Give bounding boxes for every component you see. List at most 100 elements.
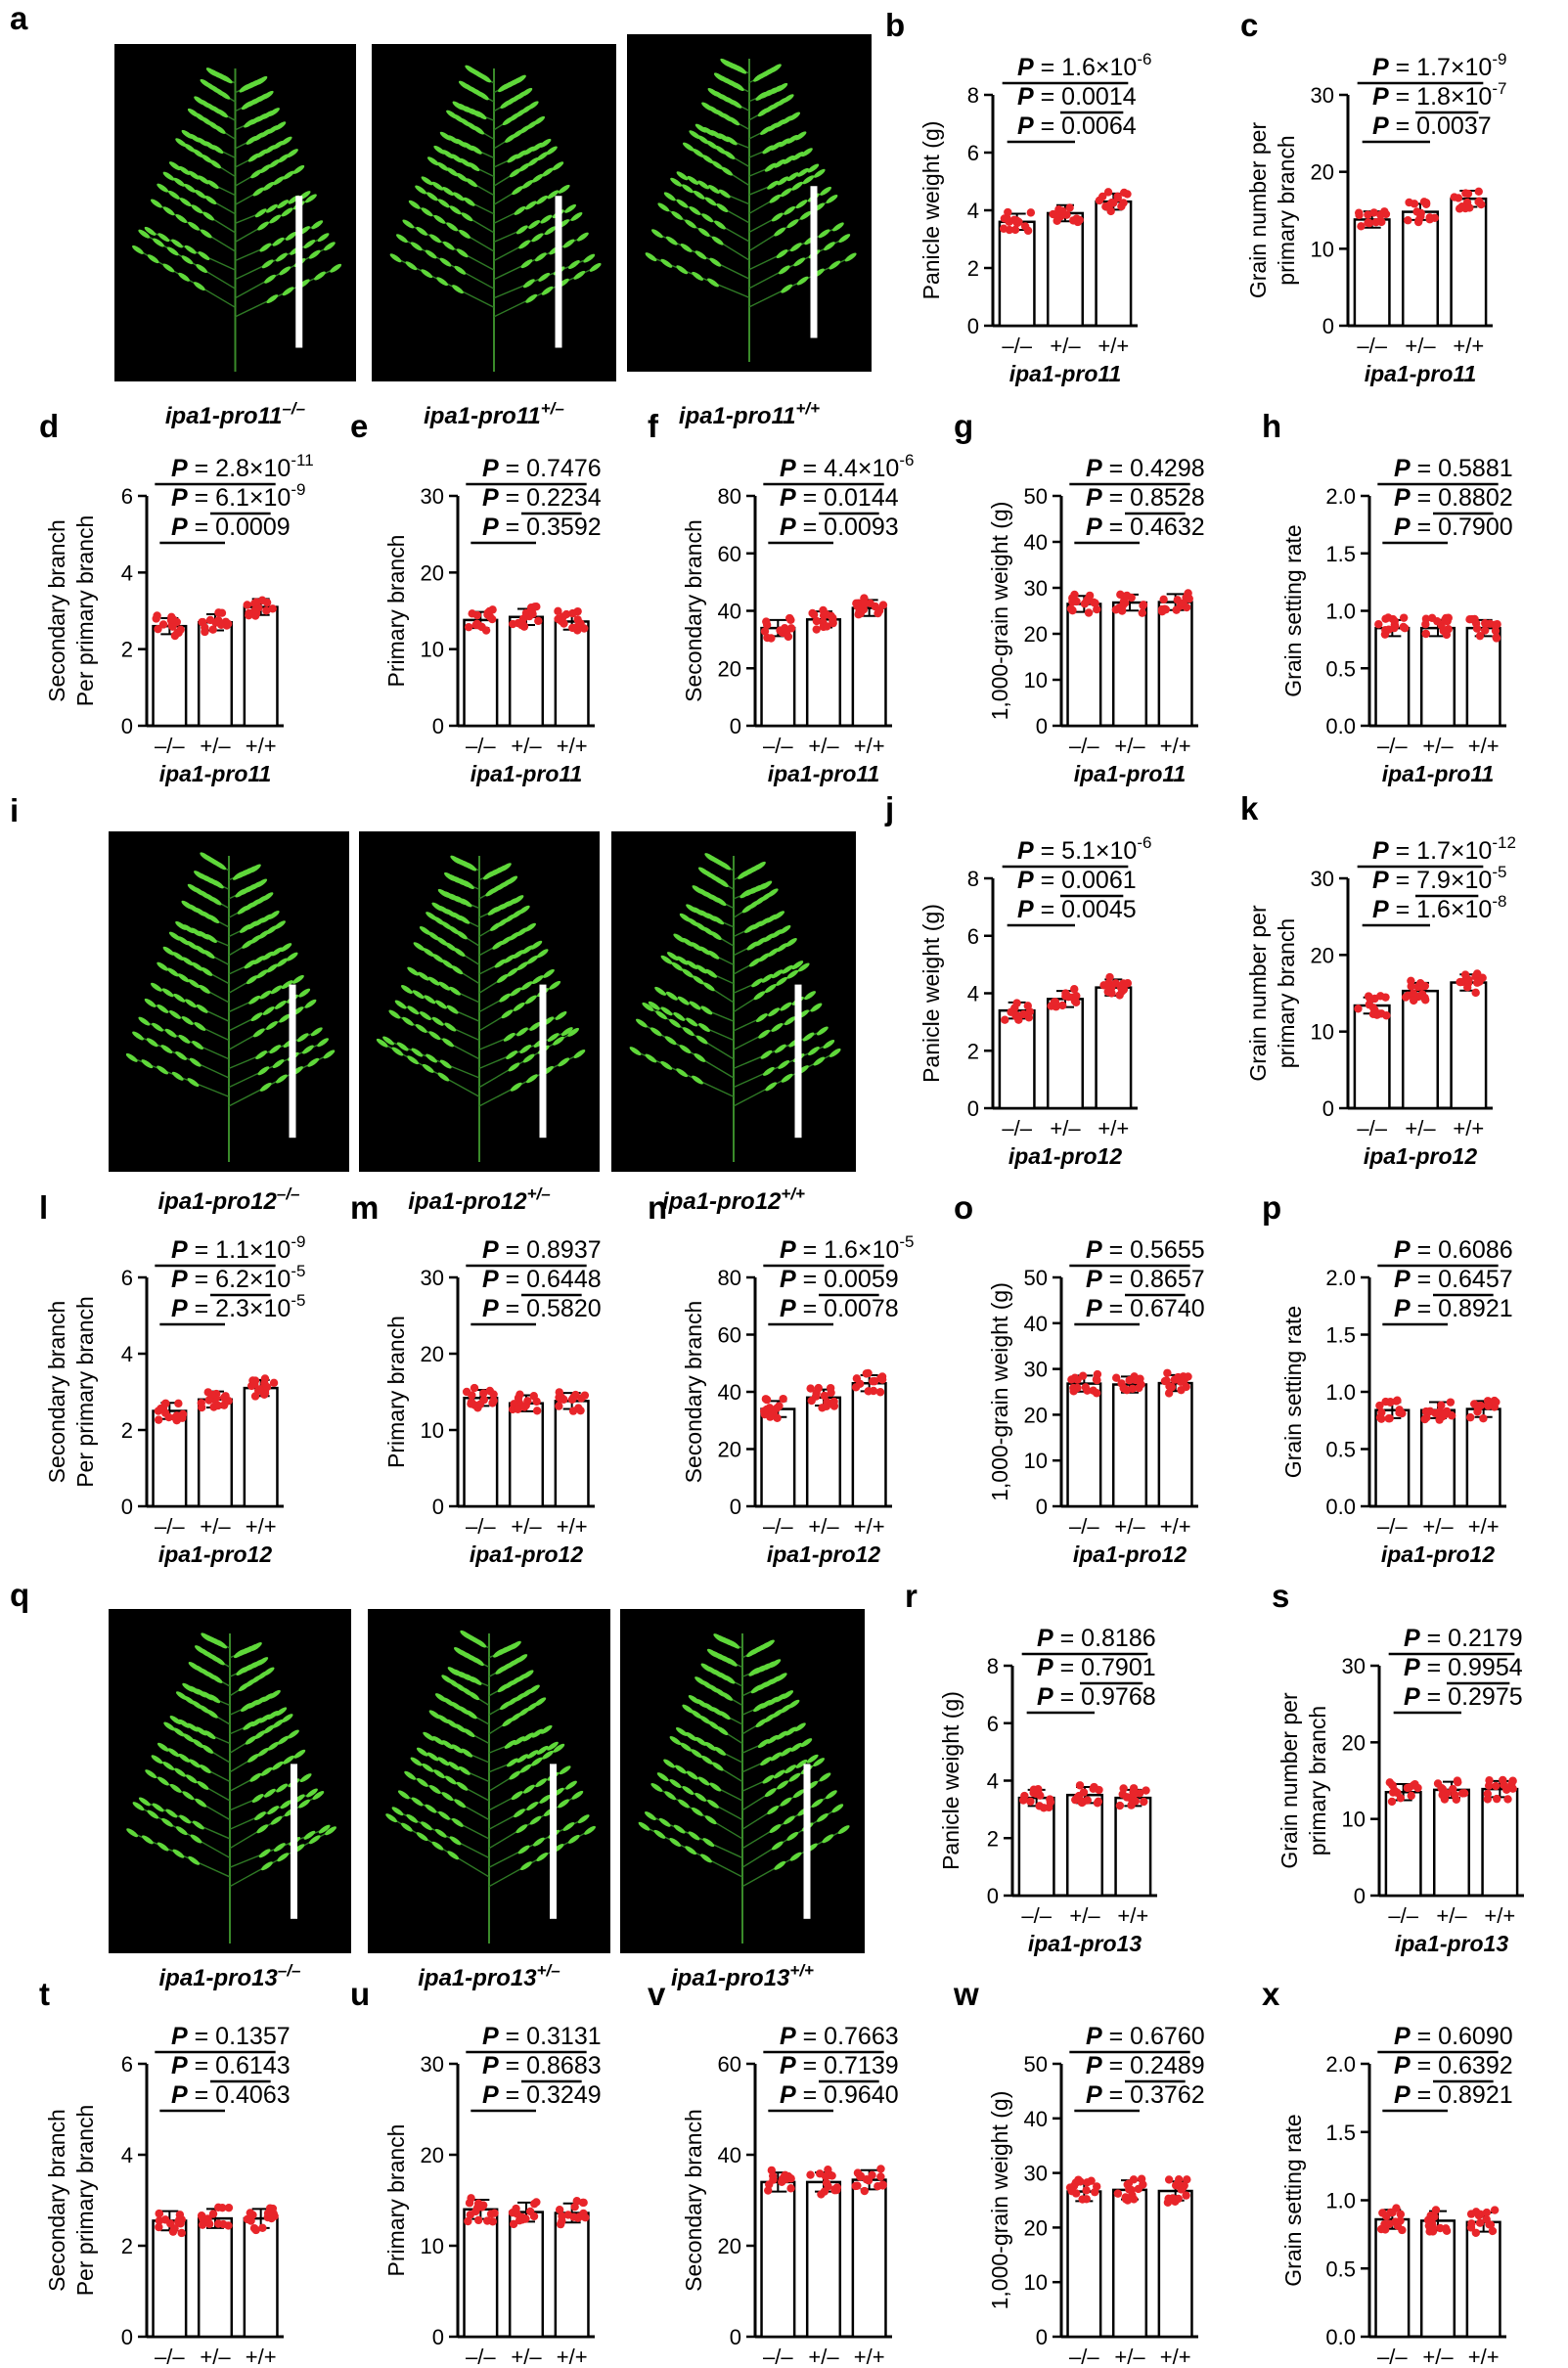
x-tick-label: –/–	[1377, 1514, 1408, 1539]
y-axis-label: Per primary branch	[72, 1296, 98, 1488]
data-point	[830, 2184, 840, 2194]
y-tick-label: 0	[432, 1495, 444, 1519]
p-value-c-2: P = 0.0037	[1372, 112, 1492, 140]
p-value-d-0: P = 2.8×10-11	[171, 451, 314, 482]
y-tick-label: 40	[718, 2143, 741, 2167]
data-point	[1023, 1002, 1032, 1010]
x-tick-label: –/–	[466, 1514, 496, 1539]
y-tick-label: 0	[1322, 1096, 1334, 1121]
y-tick-label: 20	[1311, 160, 1334, 185]
y-tick-label: 0	[121, 2325, 133, 2349]
data-point	[806, 1384, 815, 1393]
y-axis-label: Grain setting rate	[1280, 524, 1306, 696]
panel-label-v: v	[648, 1976, 666, 2012]
data-point	[1115, 1801, 1125, 1810]
data-point	[1113, 2189, 1123, 2198]
bar-v-0	[760, 2180, 796, 2339]
p-value-n-2: P = 0.0078	[780, 1295, 899, 1322]
data-point	[862, 2174, 871, 2184]
data-point	[1071, 1795, 1080, 1805]
data-point	[1417, 990, 1427, 999]
p-value-x-0: P = 0.6090	[1394, 2023, 1513, 2050]
data-point	[1029, 1785, 1039, 1794]
data-point	[514, 1405, 522, 1413]
data-point	[1142, 1786, 1150, 1795]
x-tick-label: +/–	[808, 1514, 839, 1539]
data-point	[208, 625, 217, 634]
data-point	[464, 622, 473, 632]
p-value-x-2: P = 0.8921	[1394, 2081, 1513, 2109]
y-tick-label: 10	[1311, 237, 1334, 261]
panel-label-p: p	[1262, 1189, 1281, 1226]
p-value-k-0: P = 1.7×10-12	[1372, 833, 1516, 865]
p-value-l-2: P = 2.3×10-5	[171, 1291, 305, 1322]
data-point	[1129, 2175, 1139, 2184]
x-tick-label: +/–	[808, 734, 839, 758]
data-point	[1089, 598, 1098, 607]
genotype-label: ipa1-pro12	[767, 1541, 881, 1567]
data-point	[1117, 201, 1126, 211]
data-point	[554, 606, 562, 616]
y-tick-label: 30	[421, 1266, 444, 1290]
panel-label-f: f	[648, 408, 659, 444]
data-point	[1431, 2206, 1441, 2214]
chart-j: j 0 2 4 6 8 Panicle weight (g) –/– +/– +/+ ipa1-pr…	[884, 790, 1151, 1169]
data-point	[1082, 2186, 1091, 2195]
data-point	[1364, 218, 1372, 227]
data-point	[1137, 2174, 1146, 2183]
y-tick-label: 60	[718, 1323, 741, 1348]
y-tick-label: 0	[967, 314, 979, 338]
y-axis-label: Per primary branch	[72, 515, 98, 707]
data-point	[1366, 995, 1374, 1004]
data-point	[786, 615, 795, 625]
y-tick-label: 2	[967, 256, 979, 281]
data-point	[1482, 2208, 1492, 2217]
data-point	[250, 1392, 260, 1401]
data-point	[1068, 594, 1077, 603]
data-point	[763, 633, 772, 643]
panel-label-i: i	[10, 792, 19, 828]
p-value-p-0: P = 0.6086	[1394, 1236, 1513, 1264]
x-tick-label: +/–	[200, 734, 231, 758]
data-point	[1420, 1414, 1429, 1424]
data-point	[1503, 1795, 1512, 1804]
data-point	[517, 620, 526, 630]
data-point	[1368, 1009, 1378, 1019]
x-tick-label: +/+	[1468, 1514, 1500, 1539]
panel-label-c: c	[1240, 7, 1258, 43]
y-axis-label: Secondary branch	[44, 1301, 69, 1484]
data-point	[1401, 993, 1411, 1002]
data-point	[812, 616, 822, 626]
y-axis-label: Grain number per	[1245, 905, 1271, 1082]
genotype-label: ipa1-pro12	[1381, 1541, 1496, 1567]
y-tick-label: 10	[1024, 668, 1048, 693]
x-tick-label: +/–	[1405, 1116, 1436, 1140]
x-tick-label: +/+	[1484, 1903, 1515, 1928]
y-tick-label: 20	[421, 1342, 444, 1366]
p-value-m-0: P = 0.8937	[482, 1236, 602, 1264]
panel-label-u: u	[350, 1976, 370, 2012]
data-point	[829, 1397, 838, 1407]
data-point	[1104, 201, 1114, 210]
data-point	[1139, 601, 1147, 610]
data-point	[864, 1387, 873, 1396]
data-point	[1467, 2219, 1476, 2228]
data-point	[1020, 222, 1030, 231]
p-value-d-1: P = 6.1×10-9	[171, 480, 305, 512]
bar-w-2	[1157, 2189, 1193, 2339]
y-tick-label: 30	[421, 484, 444, 509]
panel-label-q: q	[10, 1577, 29, 1613]
data-point	[1058, 1001, 1067, 1010]
data-point	[1368, 1004, 1378, 1012]
x-tick-label: +/+	[1160, 2345, 1191, 2368]
data-point	[201, 623, 209, 632]
data-point	[1078, 1371, 1088, 1380]
bar-b-1	[1046, 211, 1085, 328]
bar-m-1	[508, 1402, 545, 1508]
p-value-c-0: P = 1.7×10-9	[1372, 50, 1506, 81]
data-point	[160, 2215, 170, 2224]
bar-v-1	[805, 2180, 842, 2339]
bar-d-2	[243, 605, 279, 728]
bar-h-0	[1374, 626, 1411, 728]
y-tick-label: 2.0	[1325, 2052, 1356, 2077]
